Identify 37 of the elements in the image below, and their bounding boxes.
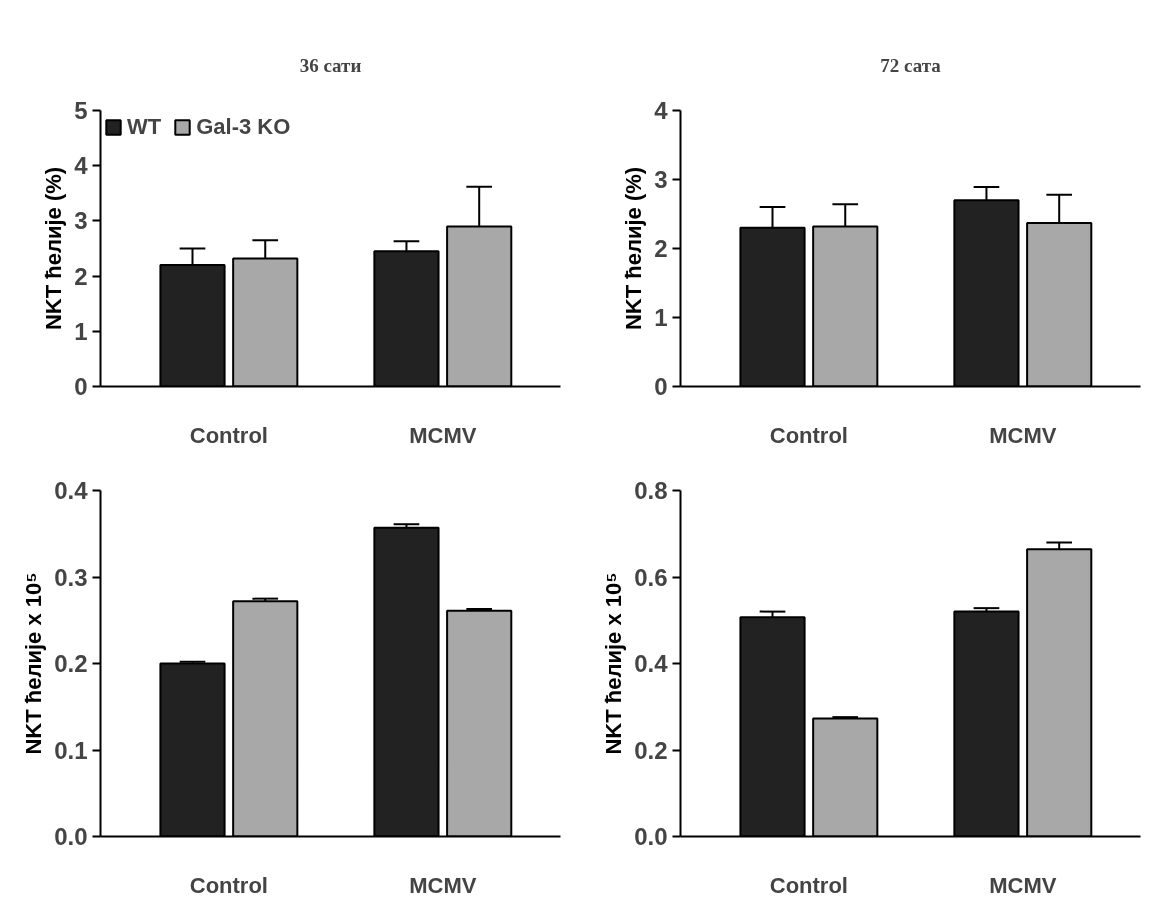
y-tick-label: 0.4 — [634, 650, 669, 677]
y-tick-label: 0.8 — [634, 477, 668, 504]
y-tick-label: 0.3 — [54, 563, 88, 591]
y-tick-label: 0.2 — [54, 650, 88, 677]
legend-label: WT — [127, 114, 162, 140]
x-tick-label: MCMV — [989, 422, 1057, 448]
y-tick-label: 0.0 — [634, 823, 668, 850]
y-tick-label: 0.2 — [634, 736, 668, 764]
y-tick-label: 1 — [654, 304, 668, 331]
x-tick-label: Control — [189, 872, 268, 898]
y-tick-label: 4 — [74, 152, 89, 180]
y-axis-title: NKT ћелије x 10⁵ — [21, 572, 47, 755]
y-axis-title: NKT ћелије (%) — [621, 166, 647, 331]
y-tick-label: 2 — [654, 235, 668, 262]
legend-label: Gal-3 KO — [196, 114, 291, 140]
y-tick-label: 0 — [654, 373, 668, 400]
y-tick-label: 0 — [74, 373, 88, 400]
y-tick-label: 3 — [654, 166, 668, 193]
y-tick-label: 4 — [654, 97, 669, 124]
y-tick-label: 1 — [74, 317, 88, 345]
y-tick-label: 3 — [74, 207, 88, 235]
x-tick-label: Control — [769, 422, 848, 448]
y-tick-label: 0.6 — [634, 563, 668, 591]
y-axis-title: NKT ћелије (%) — [41, 166, 67, 331]
y-tick-label: 0.4 — [54, 477, 89, 504]
y-tick-label: 5 — [74, 97, 88, 124]
y-tick-label: 2 — [74, 262, 88, 290]
x-tick-label: MCMV — [409, 422, 477, 448]
y-tick-label: 0.1 — [54, 736, 88, 764]
chart-title: 36 сати — [299, 54, 362, 76]
y-tick-label: 0.0 — [54, 823, 88, 850]
x-tick-label: MCMV — [989, 872, 1057, 898]
x-tick-label: Control — [769, 872, 848, 898]
x-tick-label: Control — [189, 422, 268, 448]
y-axis-title: NKT ћелије x 10⁵ — [601, 572, 627, 755]
chart-title: 72 сата — [880, 54, 942, 76]
x-tick-label: MCMV — [409, 872, 477, 898]
